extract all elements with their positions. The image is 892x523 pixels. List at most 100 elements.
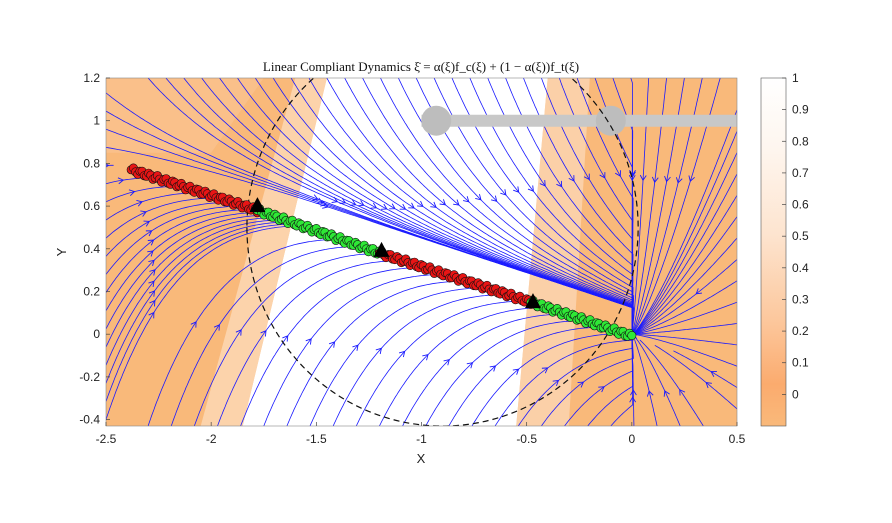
streamline-arrow [190,321,197,328]
streamline [193,253,377,426]
streamline-arrow [380,203,388,210]
streamline [654,344,737,410]
streamline-arrow [539,180,546,187]
streamline [272,78,636,335]
streamline-arrow [475,194,482,201]
streamline [147,238,336,426]
streamline [106,223,293,402]
y-axis-label: Y [54,247,69,256]
streamline-arrow [311,194,319,201]
streamline [308,78,634,334]
streamline [240,267,420,426]
streamline-arrow [500,189,507,196]
streamline-arrow [357,200,365,207]
streamline-arrow [552,379,560,387]
colorbar-tick-label: 0.7 [792,166,809,180]
streamline [517,338,633,426]
y-tick-label: 0.8 [83,156,100,170]
streamline-arrow [695,288,703,295]
streamline [355,300,523,426]
y-tick-label: -0.2 [79,370,100,384]
y-tick-label: 0.4 [83,242,100,256]
colorbar-tick-label: 0.1 [792,356,809,370]
obstacle-joint [421,105,452,136]
streamline [217,260,400,426]
streamline [631,338,635,426]
streamline [106,217,275,348]
colorbar-tick-label: 0 [792,387,799,401]
streamline-arrow [443,358,450,366]
y-tick-label: -0.4 [79,413,100,427]
streamline-arrow [375,347,382,355]
streamline [451,78,634,334]
streamline-arrow [398,350,406,358]
streamline-arrow [556,180,563,188]
colorbar-ticks: 0 0.1 0.2 0.3 0.4 0.5 0.6 0.7 0.8 0.9 1 [782,71,809,401]
streamline-arrow [629,396,637,403]
streamline-arrow [328,341,336,348]
streamline-arrow [615,170,621,177]
triangle-marker [249,197,266,213]
x-axis-ticks: -2.5 -2 -1.5 -1 -0.5 0 0.5 [96,422,746,446]
streamline-arrow [370,202,378,209]
colorbar: 0 0.1 0.2 0.3 0.4 0.5 0.6 0.7 0.8 0.9 1 [760,71,809,427]
streamline-arrow [577,381,585,388]
y-tick-label: 0.2 [83,284,100,298]
colorbar-gradient [760,77,787,427]
streamline-arrow [213,324,220,331]
streamline-arrow [679,388,686,396]
streamline-arrow [639,174,647,182]
streamline-arrow [143,220,151,227]
streamline-arrow [490,195,498,202]
streamline [433,78,635,336]
streamline-arrow [148,259,155,267]
streamline-arrow [646,390,654,397]
plot-area [106,78,737,426]
streamline [290,78,634,335]
streamline-arrow [349,199,357,206]
streamline [448,326,600,426]
streamline-arrow [453,199,460,206]
streamline [332,294,503,426]
obstacle [421,105,737,136]
streamline-arrow [106,162,110,169]
streamline-arrow [688,175,695,183]
streamline [639,339,704,426]
streamline-arrow [463,196,470,203]
streamline-arrow [147,239,155,246]
alpha-transition-band [200,78,327,426]
streamline-arrow [630,389,637,396]
streamline-arrow [513,186,520,193]
streamline-arrow [664,175,671,183]
streamline-arrow [417,200,424,207]
streamline [673,350,737,388]
triangle-marker [373,241,390,257]
colorbar-tick-label: 0.3 [792,292,809,306]
alpha-transition-band [516,78,590,426]
colorbar-tick-label: 0.9 [792,103,809,117]
streamline [106,197,215,239]
streamline [106,192,200,221]
streamlines [106,78,737,426]
triangle-markers [249,197,541,309]
streamline [106,209,251,293]
y-tick-label: 0 [93,327,100,341]
streamline-arrow [598,386,605,393]
streamline-arrow [512,368,520,375]
streamline [362,78,635,336]
triangle-marker [524,293,541,309]
streamline-arrow [136,200,143,207]
streamline-arrow [527,185,534,192]
obstacle-joint [595,105,626,136]
streamline-arrow [439,199,447,206]
streamline-arrow [408,202,415,209]
streamline-arrow [675,177,683,184]
chart-title: Linear Compliant Dynamics ξ̇ = α(ξ)f_c(ξ… [263,59,579,74]
streamline-arrow [399,203,407,210]
streamline-arrow [260,329,267,337]
streamline [344,78,634,335]
colorbar-tick-label: 0.8 [792,134,809,148]
streamline-arrow [599,172,606,179]
colorbar-tick-label: 1 [792,71,799,85]
